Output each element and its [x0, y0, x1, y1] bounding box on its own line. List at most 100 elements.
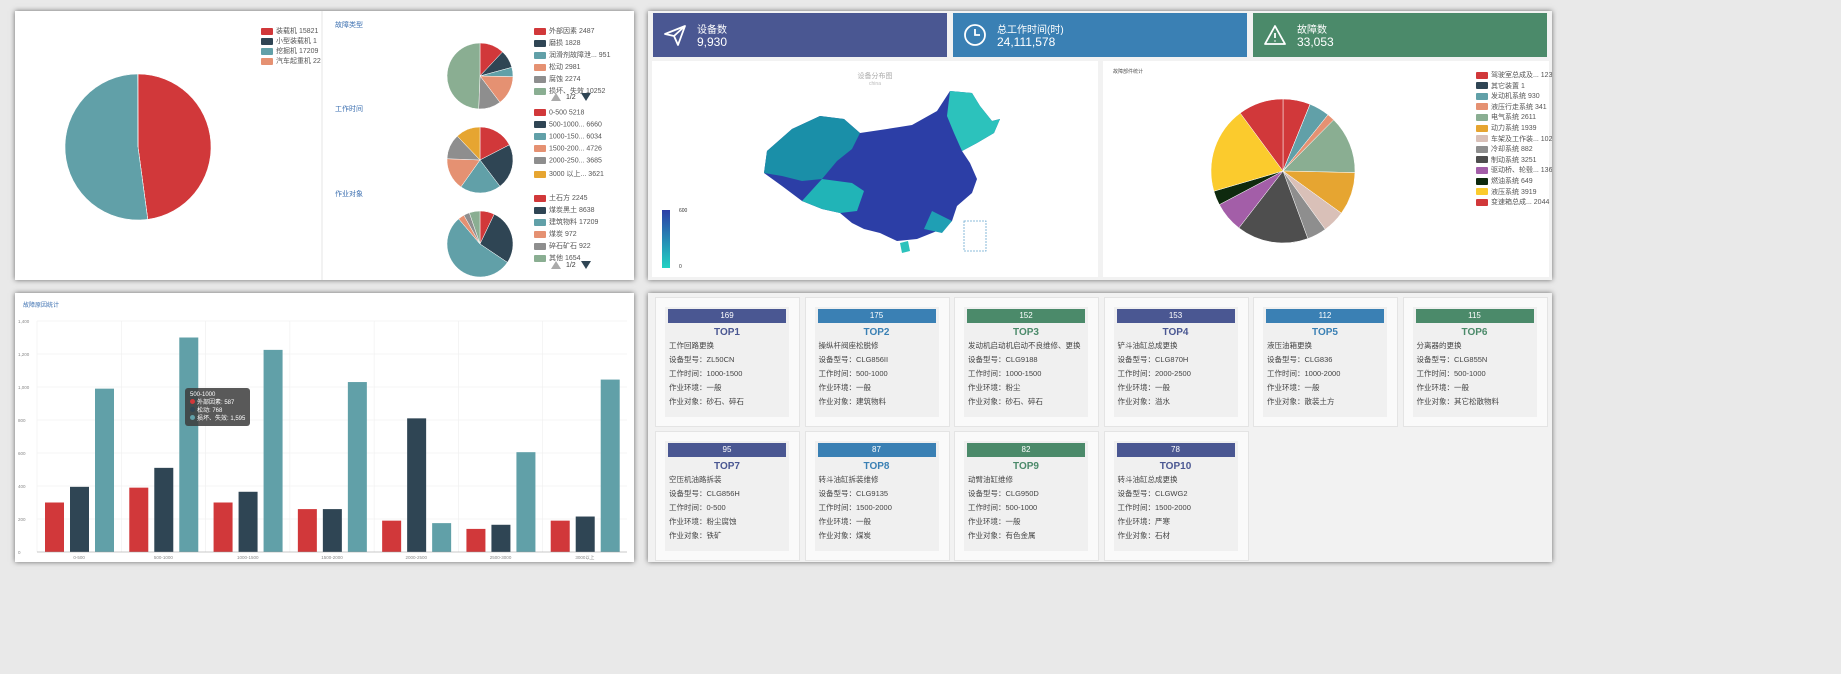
top-fault-card[interactable]: 169 TOP1 工作回路更换 设备型号：ZL50CN 工作时间：1000-1500…	[655, 297, 800, 427]
bar[interactable]	[238, 491, 258, 552]
fault_pie.items-legend-item[interactable]: 液压行走系统 341	[1476, 102, 1547, 112]
sections.1.items-legend-item[interactable]: 1500-200... 4726	[534, 145, 602, 152]
fault_pie.items-legend-item[interactable]: 燃油系统 649	[1476, 176, 1533, 186]
bar[interactable]	[154, 467, 174, 552]
bar[interactable]	[129, 487, 149, 552]
section-2-slice[interactable]	[446, 218, 508, 278]
sections.2.items-legend-item[interactable]: 煤炭黑土 8638	[534, 205, 595, 215]
bar[interactable]	[575, 516, 595, 552]
sections.2.items-legend-item[interactable]: 土石方 2245	[534, 193, 588, 203]
fault-count-badge: 95	[668, 443, 786, 457]
sections.1.items-legend-item[interactable]: 1000-150... 6034	[534, 133, 602, 140]
section-0-slice[interactable]	[446, 42, 481, 110]
bar[interactable]	[432, 523, 452, 552]
sections.0.items-legend-item[interactable]: 磨损 1828	[534, 38, 581, 48]
fault-detail: 作业环境：严寒	[1117, 517, 1171, 526]
fault_pie.items-legend-item[interactable]: 其它装置 1	[1476, 81, 1525, 91]
warning-icon	[1264, 25, 1286, 45]
fault-component-panel: 故障部件统计 驾驶室总成及... 1238 其它装置 1 发动机系统 930 液压行走…	[1103, 61, 1552, 277]
fault-component-slice[interactable]	[1210, 112, 1284, 192]
sections.2.items-legend-item[interactable]: 建筑物料 17209	[534, 217, 598, 227]
bar[interactable]	[347, 382, 367, 552]
device-stats-panel: 装载机 15821 小型装载机 1 挖掘机 17209 汽车起重机 22 故障类型 工…	[15, 11, 634, 280]
page-down-icon[interactable]	[580, 261, 591, 269]
sections.0.items-legend-item[interactable]: 损坏、失效 10252	[534, 86, 605, 96]
fault_pie.items-legend-item[interactable]: 冷却系统 882	[1476, 144, 1533, 154]
section-1-slice[interactable]	[456, 126, 481, 161]
dashboard-right-top: 设备数 9,930 总工作时间(时) 24,111,578 故障数 33,053…	[648, 11, 1552, 280]
fault_pie.items-legend-item[interactable]: 电气系统 2611	[1476, 112, 1536, 122]
section-2-slice[interactable]	[469, 210, 481, 245]
fault-component-slice[interactable]	[1239, 98, 1284, 172]
bar[interactable]	[70, 486, 89, 552]
sections.0.items-legend-item[interactable]: 松动 2981	[534, 62, 581, 72]
bar[interactable]	[550, 520, 570, 552]
section-1-slice[interactable]	[460, 159, 501, 194]
fault-count-badge: 175	[817, 309, 936, 323]
page-down-icon[interactable]	[580, 93, 591, 101]
y-tick-label: 0	[18, 550, 21, 555]
top-fault-card[interactable]: 78 TOP10 转斗油缸总成更换 设备型号：CLGWG2 工作时间：1500-20…	[1103, 431, 1249, 561]
main_legend-legend-item[interactable]: 汽车起重机 22	[261, 56, 321, 66]
bar[interactable]	[407, 418, 427, 552]
bar[interactable]	[516, 452, 536, 552]
fault-component-slice[interactable]	[1282, 119, 1356, 173]
top-fault-card[interactable]: 153 TOP4 铲斗油缸总成更换 设备型号：CLG870H 工作时间：2000-2…	[1103, 297, 1249, 427]
fault_pie.items-legend-item[interactable]: 制动系统 3251	[1476, 155, 1537, 165]
sections.0.items-legend-item[interactable]: 腐蚀 2274	[534, 74, 581, 84]
bar[interactable]	[491, 524, 511, 552]
main_legend-legend-item[interactable]: 小型装载机 1	[261, 36, 317, 46]
fault_pie.items-legend-item[interactable]: 车架及工作装... 1024	[1476, 134, 1552, 144]
fault-detail: 工作时间：1000-1500	[669, 369, 743, 378]
rank-label: TOP1	[714, 327, 740, 338]
page-up-icon[interactable]	[551, 93, 561, 101]
bar[interactable]	[263, 349, 283, 552]
section-2-slice[interactable]	[479, 213, 514, 263]
rank-label: TOP3	[1013, 327, 1039, 338]
bar[interactable]	[45, 502, 64, 553]
sections.1.items-legend-item[interactable]: 2000-250... 3685	[534, 157, 602, 164]
bar[interactable]	[382, 520, 402, 552]
top-fault-card[interactable]: 152 TOP3 发动机启动机启动不良维修、更换 设备型号：CLG9188 工作时间…	[954, 297, 1099, 427]
sections.0.items-legend-item[interactable]: 润滑剂故障泄... 951	[534, 50, 610, 60]
fault_pie.items-legend-item[interactable]: 驾驶室总成及... 1238	[1476, 70, 1552, 80]
top-fault-card[interactable]: 112 TOP5 液压油箱更换 设备型号：CLG836 工作时间：1000-2000…	[1253, 297, 1398, 427]
top-fault-card[interactable]: 175 TOP2 操纵杆阀座松脱修 设备型号：CLG856II 工作时间：500-1…	[804, 297, 950, 427]
stat-work-hours: 总工作时间(时) 24,111,578	[953, 13, 1247, 57]
fault-description: 操纵杆阀座松脱修	[818, 341, 879, 350]
top-fault-card[interactable]: 115 TOP6 分离器的更换 设备型号：CLG855N 工作时间：500-1000…	[1402, 297, 1548, 427]
bar[interactable]	[95, 388, 114, 552]
main_legend-legend-item[interactable]: 装载机 15821	[261, 26, 318, 36]
sections.2.items-legend-item[interactable]: 碎石矿石 922	[534, 241, 591, 251]
stat-faults: 故障数 33,053	[1253, 13, 1547, 57]
bar[interactable]	[213, 502, 233, 553]
top-fault-card[interactable]: 95 TOP7 空压机油路拆装 设备型号：CLG856H 工作时间：0-500 作业环…	[655, 431, 800, 561]
main_legend-legend-item[interactable]: 挖掘机 17209	[261, 46, 318, 56]
fault_pie.items-legend-item[interactable]: 发动机系统 930	[1476, 91, 1540, 101]
map-visual-map[interactable]	[660, 204, 690, 274]
page-up-icon[interactable]	[551, 261, 561, 269]
fault_pie.items-legend-item[interactable]: 液压系统 3919	[1476, 187, 1537, 197]
sections.1.items-legend-item[interactable]: 0-500 5218	[534, 109, 584, 116]
bar[interactable]	[297, 509, 317, 552]
sections.2.items-legend-item[interactable]: 煤炭 972	[534, 229, 577, 239]
device-type-slice[interactable]	[137, 73, 212, 220]
sections.1.items-legend-item[interactable]: 3000 以上... 3621	[534, 169, 604, 179]
bar[interactable]	[466, 528, 486, 552]
china-map[interactable]	[652, 61, 1098, 277]
fault_pie.items-legend-item[interactable]: 变速箱总成... 2044	[1476, 197, 1549, 207]
sections.0.items-legend-item[interactable]: 外部因素 2487	[534, 26, 595, 36]
section-1-slice[interactable]	[479, 144, 514, 187]
sections.1.items-legend-item[interactable]: 500-1000... 6660	[534, 121, 602, 128]
fault-component-slice[interactable]	[1238, 170, 1309, 244]
fault_pie.items-legend-item[interactable]: 动力系统 1939	[1476, 123, 1537, 133]
sections.2.items-legend-item[interactable]: 其他 1654	[534, 253, 581, 263]
bar[interactable]	[322, 509, 342, 552]
bar[interactable]	[600, 379, 620, 552]
top-fault-card[interactable]: 87 TOP8 转斗油缸拆装维修 设备型号：CLG9135 工作时间：1500-20…	[804, 431, 950, 561]
fault_pie.items-legend-item[interactable]: 驱动桥、轮毂... 1367	[1476, 165, 1552, 175]
top-fault-card[interactable]: 82 TOP9 动臂油缸维修 设备型号：CLG950D 工作时间：500-1000 作…	[954, 431, 1099, 561]
device-type-slice[interactable]	[64, 73, 149, 221]
bar[interactable]	[179, 337, 199, 553]
rank-label: TOP7	[714, 461, 740, 472]
